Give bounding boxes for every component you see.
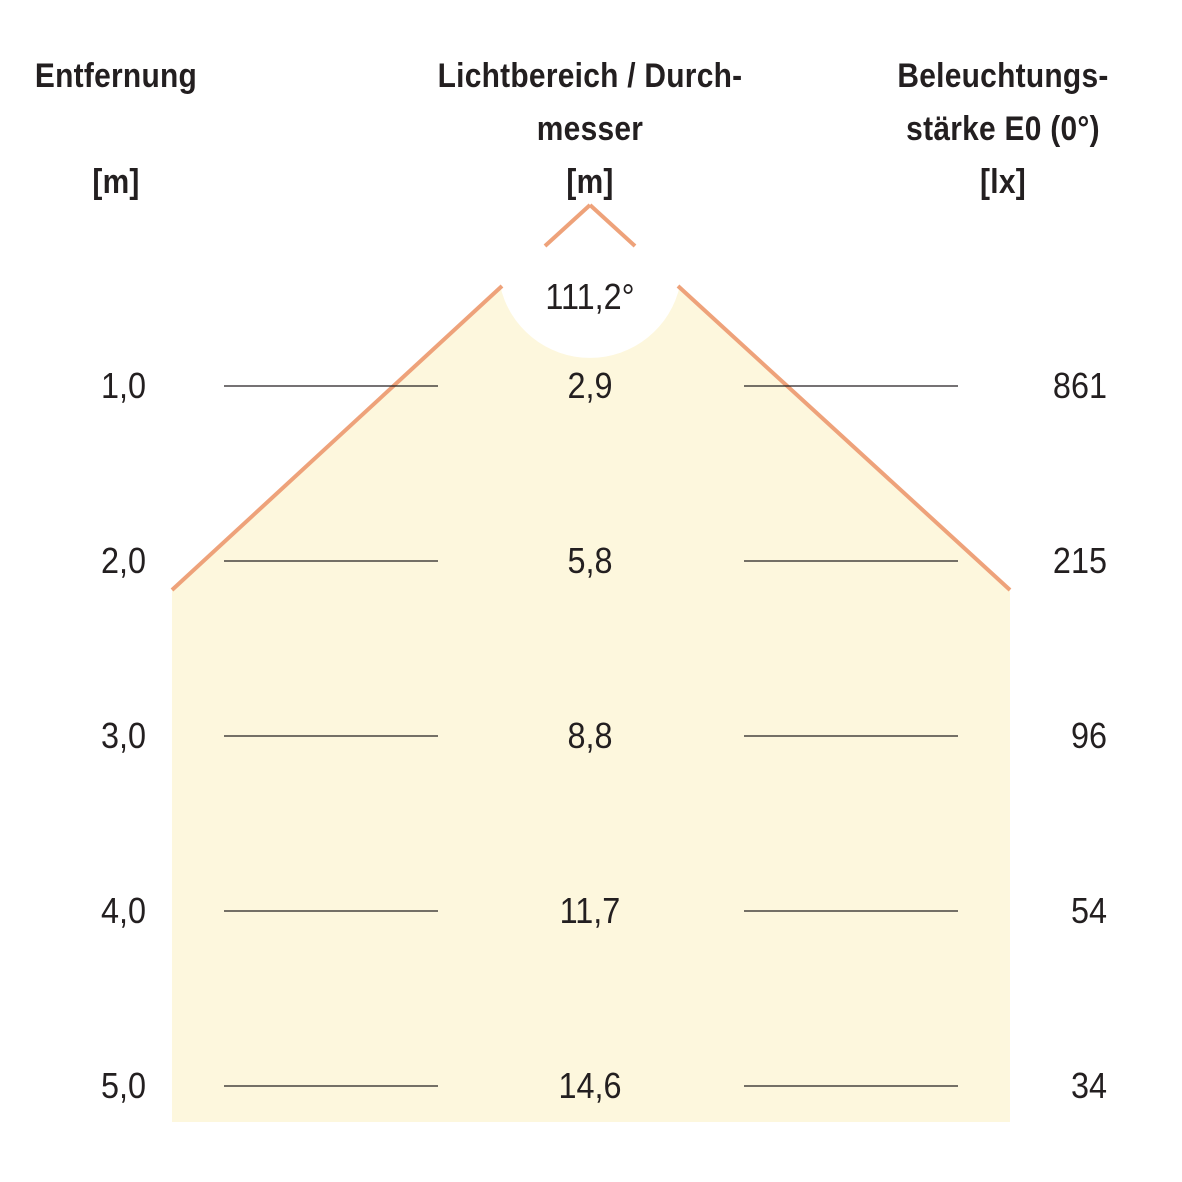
illuminance-value: 54: [1070, 890, 1107, 931]
header-distance-line1: Entfernung: [34, 57, 198, 95]
angle-arc-cutout-top: [544, 200, 636, 267]
beam-apex-edge-right: [588, 203, 637, 248]
distance-value: 3,0: [100, 715, 146, 756]
distance-value: 4,0: [100, 890, 146, 931]
diameter-value: 11,7: [559, 890, 621, 931]
illuminance-value: 34: [1070, 1065, 1107, 1106]
header-diameter: Lichtbereich / Durch- messer [m]: [423, 50, 757, 209]
distance-value: 5,0: [100, 1065, 146, 1106]
illuminance-value: 215: [1052, 540, 1107, 581]
header-illuminance-line2: stärke E0 (0°): [906, 110, 1100, 148]
diameter-value: 2,9: [567, 365, 613, 406]
angle-arc-cutout: [500, 215, 680, 358]
header-illuminance-line1: Beleuchtungs-: [897, 57, 1109, 95]
beam-edge-right: [676, 284, 1012, 592]
diameter-value: 14,6: [558, 1065, 622, 1106]
beam-apex-edge-left: [543, 203, 592, 248]
beam-edge-left: [170, 284, 504, 592]
header-illuminance-unit: [lx]: [980, 163, 1026, 201]
distance-value: 1,0: [100, 365, 146, 406]
light-cone-area: [172, 205, 1010, 1122]
header-diameter-line1: Lichtbereich / Durch-: [437, 57, 743, 95]
header-diameter-line2: messer: [536, 110, 644, 148]
header-distance-unit: [m]: [92, 163, 140, 201]
distance-rule-lines: [224, 385, 958, 1087]
illuminance-value: 96: [1070, 715, 1107, 756]
header-distance-line2: [28, 103, 204, 156]
header-distance: Entfernung [m]: [28, 50, 204, 209]
diameter-value: 5,8: [567, 540, 613, 581]
header-illuminance: Beleuchtungs- stärke E0 (0°) [lx]: [875, 50, 1130, 209]
distance-value: 2,0: [100, 540, 146, 581]
diameter-value: 8,8: [567, 715, 613, 756]
illuminance-value: 861: [1052, 365, 1107, 406]
beam-angle-label: 111,2°: [545, 276, 635, 317]
header-diameter-unit: [m]: [566, 163, 614, 201]
